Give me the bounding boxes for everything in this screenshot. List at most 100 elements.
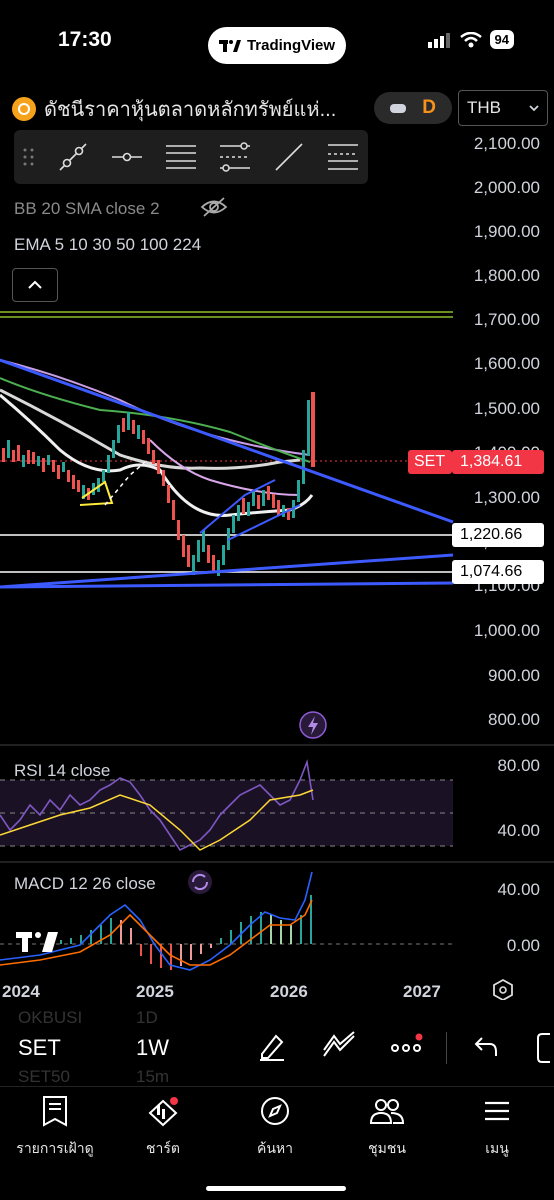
- status-icons: 94: [427, 30, 514, 49]
- chart-bottom-toolbar: OKBUSI 1D SET 1W SET50 15m: [0, 1008, 554, 1086]
- price-axis-label: 2,000.00: [473, 178, 540, 197]
- tab-watchlist[interactable]: รายการเฝ้าดู: [0, 1095, 110, 1160]
- price-axis-label: 1,300.00: [473, 488, 540, 507]
- price-axis-label: 1,700.00: [473, 310, 540, 329]
- symbol-logo-icon: [12, 97, 36, 121]
- ghost-symbol-top: OKBUSI: [18, 1008, 83, 1027]
- line-tool-icon[interactable]: [272, 140, 306, 174]
- chevron-up-icon: [28, 280, 42, 289]
- signal-icon: [427, 32, 450, 48]
- drag-handle-icon[interactable]: [22, 146, 36, 168]
- time-axis-2024: 2024: [2, 982, 40, 1001]
- delayed-badge: D: [422, 97, 436, 118]
- rsi-axis-80: 80.00: [497, 756, 540, 775]
- bb-indicator-label[interactable]: BB 20 SMA close 2: [14, 199, 160, 218]
- rsi-indicator-label[interactable]: RSI 14 close: [14, 761, 111, 780]
- market-status-pill[interactable]: D: [374, 92, 452, 124]
- ghost-interval-top: 1D: [136, 1008, 158, 1027]
- price-axis-label: 800.00: [488, 710, 540, 729]
- price-axis-label: 2,100.00: [473, 134, 540, 153]
- time-axis-2025: 2025: [136, 982, 174, 1001]
- price-axis-label: 1,900.00: [473, 222, 540, 241]
- fib-retracement-tool-icon[interactable]: [218, 140, 252, 174]
- macd-signal-line: [0, 899, 313, 966]
- wifi-icon: [459, 31, 482, 47]
- collapse-indicators-button[interactable]: [12, 268, 58, 302]
- ema-pink-line: [0, 359, 311, 456]
- last-price-tag: 1,384.61: [452, 450, 544, 474]
- tradingview-watermark-icon: [16, 932, 58, 952]
- descending-trendline[interactable]: [0, 358, 454, 524]
- pattern-yellow[interactable]: [79, 480, 114, 506]
- tab-chart-label: ชาร์ต: [146, 1140, 180, 1156]
- rsi-axis-40: 40.00: [497, 821, 540, 840]
- channel-top[interactable]: [199, 479, 276, 534]
- ema-indicator-label[interactable]: EMA 5 10 30 50 100 224: [14, 235, 202, 254]
- tab-chart[interactable]: ชาร์ต: [108, 1095, 218, 1160]
- minus-icon: [390, 103, 407, 113]
- ghost-interval-bottom: 15m: [136, 1067, 170, 1086]
- macd-axis-40: 40.00: [497, 880, 540, 899]
- parallel-channel-tool-icon[interactable]: [164, 140, 198, 174]
- horizontal-ray-tool-icon[interactable]: [110, 140, 144, 174]
- tab-menu[interactable]: เมนู: [442, 1095, 552, 1160]
- ema-violet-line: [149, 439, 301, 496]
- ema-green-line: [0, 377, 311, 463]
- drawing-toolbar: [14, 130, 368, 184]
- indicators-icon[interactable]: [322, 1030, 356, 1062]
- home-indicator: [206, 1186, 346, 1191]
- ema-white-line: [0, 388, 301, 470]
- battery-level: 94: [489, 30, 514, 49]
- pen-draw-icon[interactable]: [256, 1030, 288, 1062]
- price-axis-label: 1,000.00: [473, 621, 540, 640]
- compass-icon: [261, 1097, 289, 1125]
- symbol-header[interactable]: ดัชนีราคาหุ้นตลาดหลักทรัพย์แห่... D: [12, 92, 452, 126]
- macd-sync-icon[interactable]: [188, 870, 212, 894]
- menu-icon: [485, 1101, 509, 1121]
- tab-explore-label: ค้นหา: [256, 1140, 294, 1156]
- lightning-icon[interactable]: [299, 711, 327, 739]
- tab-community[interactable]: ชุมชน: [332, 1095, 442, 1160]
- rsi-line: [0, 758, 314, 852]
- hide-eye-icon[interactable]: [200, 196, 228, 218]
- time-axis-2027: 2027: [403, 982, 441, 1001]
- price-axis-label: 1,500.00: [473, 399, 540, 418]
- price-axis-label: 1,600.00: [473, 354, 540, 373]
- price-chart[interactable]: [0, 0, 554, 1000]
- line-price-tag-2[interactable]: 1,074.66: [452, 560, 544, 584]
- line-price-tag-1[interactable]: 1,220.66: [452, 523, 544, 547]
- ghost-symbol-bottom: SET50: [18, 1067, 70, 1086]
- status-time: 17:30: [58, 28, 112, 51]
- bottom-tab-bar: รายการเฝ้าดู ชาร์ต ค้นหา ชุมชน เมนู: [0, 1086, 554, 1200]
- price-axis-label: 1,800.00: [473, 266, 540, 285]
- tradingview-badge[interactable]: TradingView: [208, 27, 346, 64]
- interval-selector[interactable]: 1W: [136, 1035, 169, 1060]
- trend-line-tool-icon[interactable]: [56, 140, 90, 174]
- chart-settings-icon[interactable]: [493, 978, 513, 1000]
- channel-bottom[interactable]: [227, 504, 301, 541]
- undo-icon[interactable]: [472, 1032, 502, 1060]
- macd-line: [0, 871, 313, 971]
- fullscreen-icon[interactable]: [536, 1032, 554, 1064]
- macd-axis-0: 0.00: [506, 936, 540, 955]
- tradingview-logo-icon: [218, 39, 241, 52]
- fib-extension-tool-icon[interactable]: [326, 140, 360, 174]
- tab-watchlist-label: รายการเฝ้าดู: [16, 1140, 94, 1156]
- price-axis-label: 900.00: [488, 666, 540, 685]
- ascending-trendline[interactable]: [0, 581, 454, 589]
- time-axis-2026: 2026: [270, 982, 308, 1001]
- rsi-ma-line: [0, 789, 314, 851]
- macd-indicator-label[interactable]: MACD 12 26 close: [14, 874, 156, 893]
- watchlist-icon: [43, 1096, 67, 1127]
- tradingview-badge-label: TradingView: [246, 37, 336, 54]
- more-options-icon[interactable]: [390, 1032, 426, 1060]
- symbol-selector[interactable]: SET: [18, 1035, 61, 1060]
- toolbar-divider: [446, 1032, 447, 1064]
- tab-menu-label: เมนู: [485, 1140, 509, 1156]
- macd-histogram: [60, 895, 312, 970]
- tab-explore[interactable]: ค้นหา: [220, 1095, 330, 1160]
- currency-select[interactable]: THB: [458, 90, 548, 126]
- symbol-name[interactable]: ดัชนีราคาหุ้นตลาดหลักทรัพย์แห่...: [44, 99, 337, 121]
- tab-community-label: ชุมชน: [368, 1140, 406, 1156]
- support-trendline[interactable]: [0, 553, 454, 589]
